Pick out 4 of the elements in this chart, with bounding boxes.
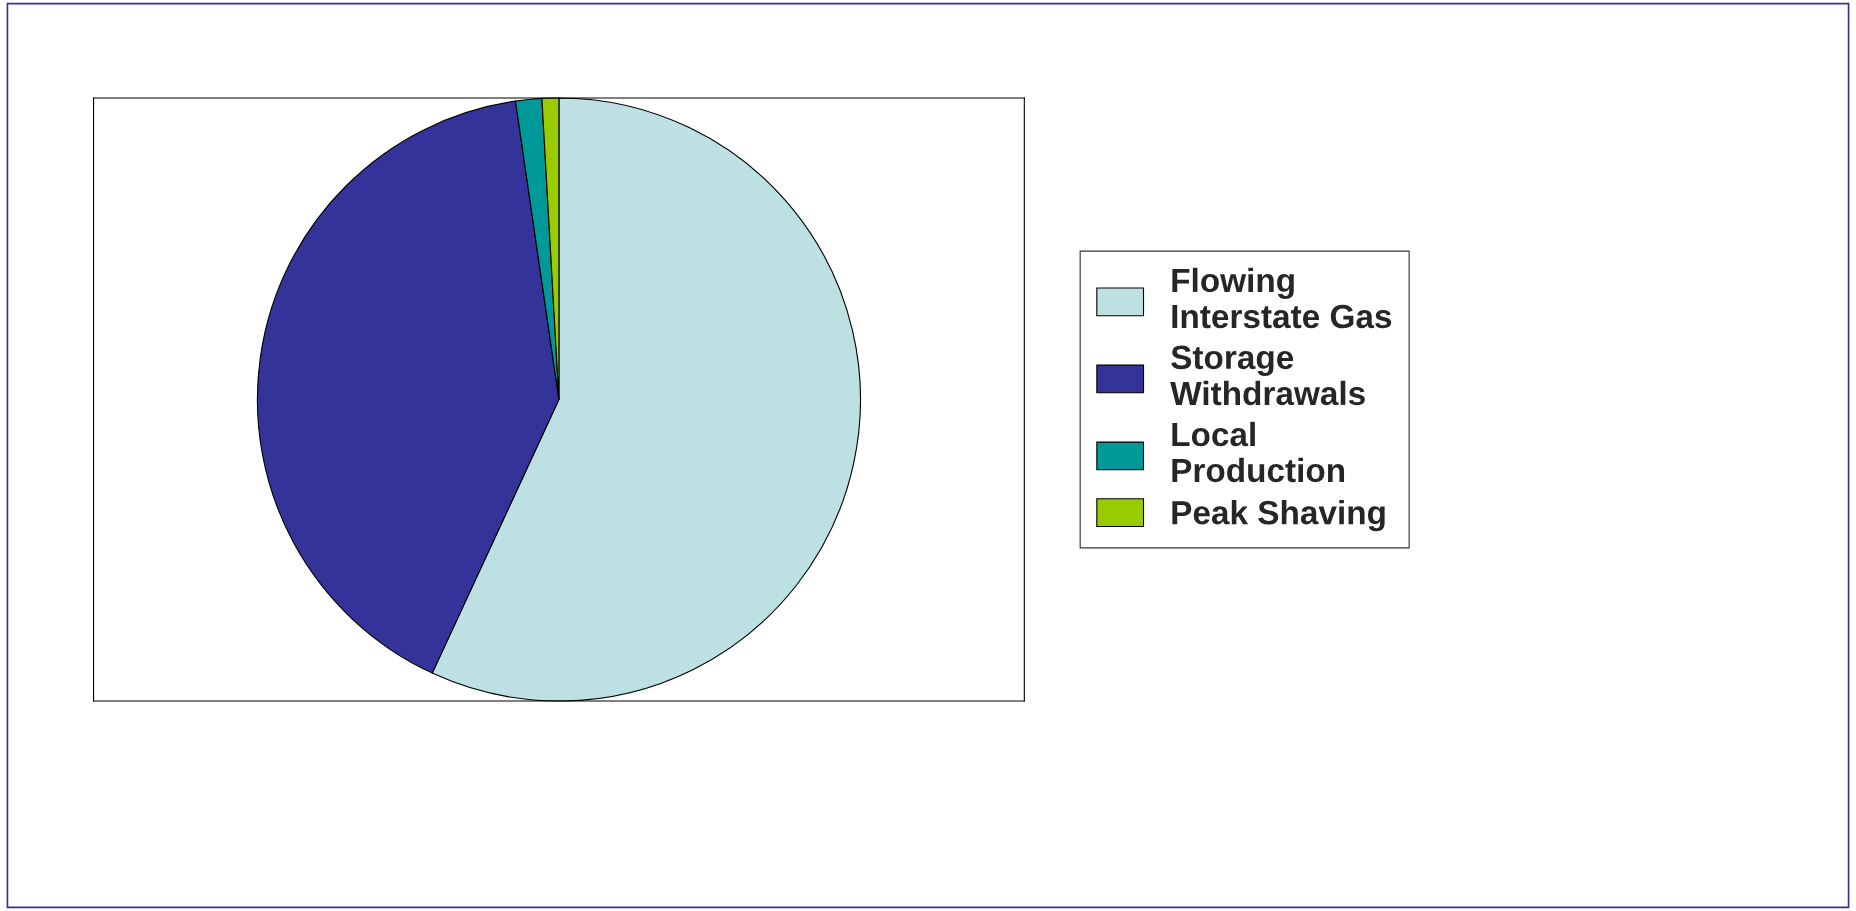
legend-label: Peak Shaving (1172, 499, 1385, 532)
legend-label: Storage Withdrawals (1170, 345, 1365, 406)
legend-label: Local Production (1172, 421, 1345, 483)
legend-label: Flowing Interstate Gas (1172, 267, 1392, 329)
